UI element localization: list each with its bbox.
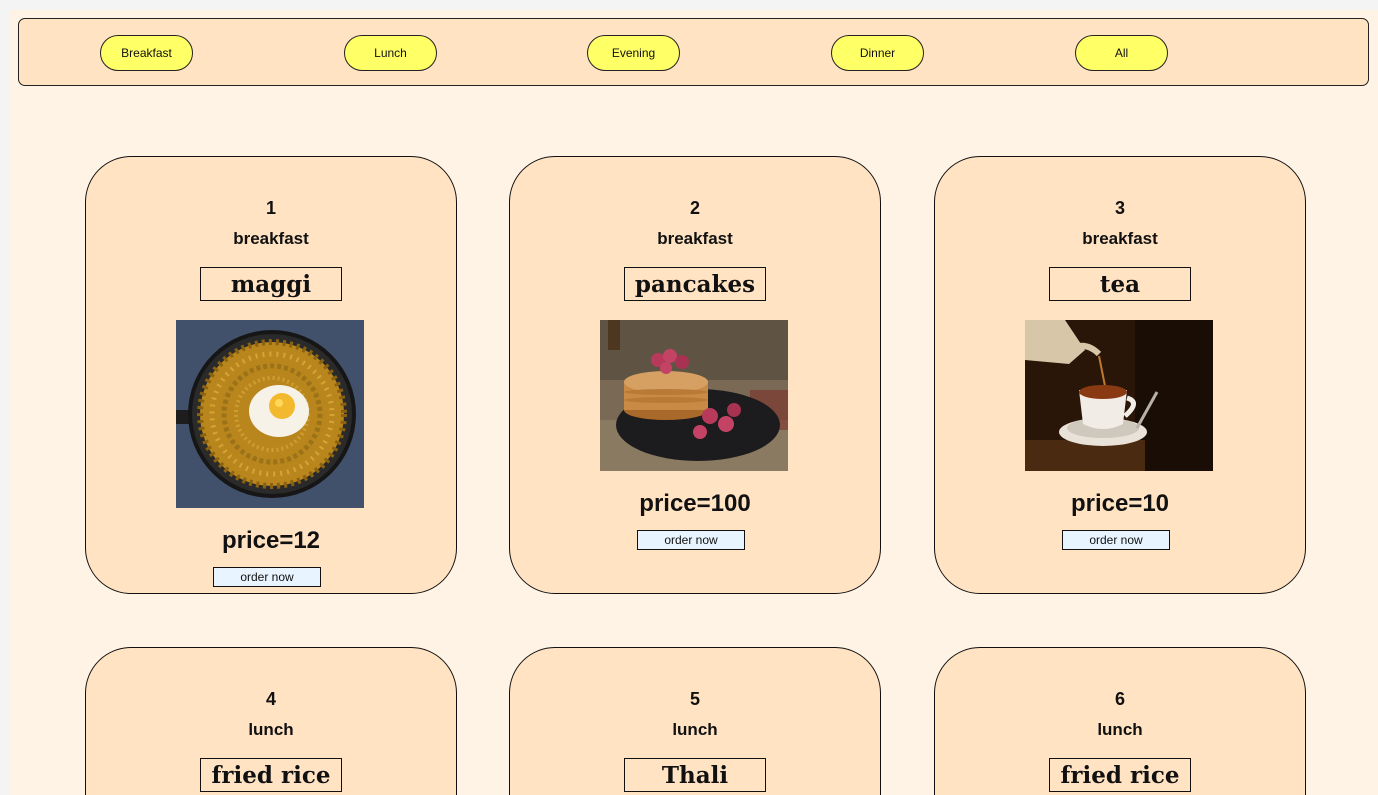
menu-card: 4 lunch fried rice [85,647,457,795]
item-price: price=100 [639,490,751,517]
item-name: maggi [200,267,342,301]
item-number: 6 [1114,689,1125,709]
category-filter-bar: Breakfast Lunch Evening Dinner All [18,18,1369,86]
item-category: lunch [1097,720,1143,739]
order-now-button[interactable]: order now [213,567,321,587]
menu-card: 5 lunch Thali [509,647,881,795]
order-now-button[interactable]: order now [1062,530,1170,550]
item-category: breakfast [657,229,733,248]
menu-page: Breakfast Lunch Evening Dinner All 1 bre… [10,10,1378,795]
filter-evening-button[interactable]: Evening [587,35,680,71]
menu-card: 6 lunch fried rice [934,647,1306,795]
item-photo [1025,320,1213,471]
menu-card: 2 breakfast pancakes [509,156,881,594]
item-name: fried rice [1049,758,1191,792]
item-price: price=12 [221,527,321,554]
item-number: 3 [1114,198,1125,218]
item-price: price=10 [1070,490,1170,517]
item-name: tea [1049,267,1191,301]
filter-lunch-button[interactable]: Lunch [344,35,437,71]
filter-dinner-button[interactable]: Dinner [831,35,924,71]
item-number: 4 [265,689,276,709]
order-now-button[interactable]: order now [637,530,745,550]
item-number: 1 [265,198,276,218]
item-category: lunch [248,720,294,739]
filter-breakfast-button[interactable]: Breakfast [100,35,193,71]
item-category: breakfast [1082,229,1158,248]
item-photo [176,320,364,508]
item-category: breakfast [233,229,309,248]
menu-card: 1 breakfast maggi price=12 order now [85,156,457,594]
item-number: 2 [689,198,700,218]
item-category: lunch [672,720,718,739]
item-name: fried rice [200,758,342,792]
item-name: pancakes [624,267,766,301]
filter-all-button[interactable]: All [1075,35,1168,71]
item-photo [600,320,788,471]
item-number: 5 [689,689,700,709]
item-name: Thali [624,758,766,792]
menu-card: 3 breakfast tea price=10 order now [934,156,1306,594]
